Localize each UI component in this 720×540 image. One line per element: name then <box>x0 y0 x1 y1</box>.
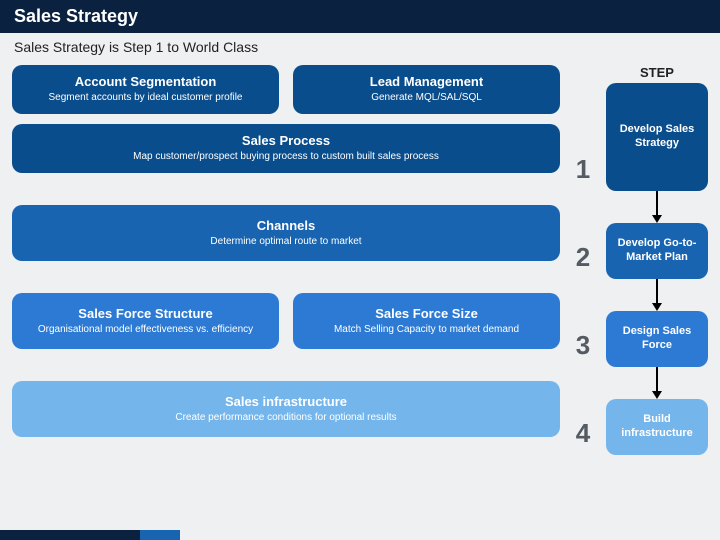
number-column: 1 2 3 4 <box>572 65 594 467</box>
card-subtitle: Create performance conditions for option… <box>22 412 550 425</box>
card-subtitle: Determine optimal route to market <box>22 236 550 249</box>
header-bar: Sales Strategy <box>0 0 720 33</box>
content-card: Lead Management Generate MQL/SAL/SQL <box>293 65 560 114</box>
card-title: Lead Management <box>303 74 550 89</box>
card-title: Sales infrastructure <box>22 394 550 409</box>
step-box: Develop Sales Strategy <box>606 83 708 191</box>
card-subtitle: Match Selling Capacity to market demand <box>303 324 550 337</box>
card-pair: Sales Force Structure Organisational mode… <box>12 293 560 349</box>
step-number: 1 <box>572 83 594 191</box>
content-card: Sales Force Size Match Selling Capacity t… <box>293 293 560 349</box>
content-card: Channels Determine optimal route to marke… <box>12 205 560 261</box>
num-spacer <box>572 279 594 311</box>
step-box: Build infrastructure <box>606 399 708 455</box>
content-card: Sales infrastructure Create performance c… <box>12 381 560 437</box>
step-number: 3 <box>572 311 594 367</box>
card-title: Channels <box>22 218 550 233</box>
num-spacer <box>572 191 594 223</box>
arrow-down-icon <box>652 367 662 399</box>
right-column: STEP Develop Sales Strategy Develop Go-to… <box>606 65 708 467</box>
footer-segment <box>0 530 140 540</box>
step-number: 4 <box>572 399 594 455</box>
card-group: Account Segmentation Segment accounts by … <box>12 65 560 173</box>
subtitle: Sales Strategy is Step 1 to World Class <box>0 33 720 65</box>
card-title: Sales Force Structure <box>22 306 269 321</box>
left-column: Account Segmentation Segment accounts by … <box>12 65 560 467</box>
arrow-down-icon <box>652 191 662 223</box>
row-spacer <box>12 261 560 281</box>
footer-bar <box>0 530 720 540</box>
card-subtitle: Generate MQL/SAL/SQL <box>303 92 550 105</box>
step-number: 2 <box>572 223 594 279</box>
num-spacer <box>572 455 594 467</box>
card-subtitle: Segment accounts by ideal customer profi… <box>22 92 269 105</box>
content-card: Sales Force Structure Organisational mode… <box>12 293 279 349</box>
num-spacer <box>572 367 594 399</box>
num-spacer <box>572 65 594 83</box>
row-spacer <box>12 173 560 193</box>
step-box: Design Sales Force <box>606 311 708 367</box>
arrow-down-icon <box>652 279 662 311</box>
page-title: Sales Strategy <box>14 6 138 26</box>
content-card: Sales Process Map customer/prospect buyin… <box>12 124 560 173</box>
card-title: Account Segmentation <box>22 74 269 89</box>
card-pair: Account Segmentation Segment accounts by … <box>12 65 560 114</box>
content-card: Account Segmentation Segment accounts by … <box>12 65 279 114</box>
step-header: STEP <box>606 65 708 83</box>
footer-segment <box>140 530 180 540</box>
card-title: Sales Process <box>22 133 550 148</box>
card-title: Sales Force Size <box>303 306 550 321</box>
step-box: Develop Go-to-Market Plan <box>606 223 708 279</box>
card-subtitle: Map customer/prospect buying process to … <box>22 151 550 164</box>
main-layout: Account Segmentation Segment accounts by … <box>0 65 720 467</box>
card-subtitle: Organisational model effectiveness vs. e… <box>22 324 269 337</box>
row-spacer <box>12 349 560 369</box>
